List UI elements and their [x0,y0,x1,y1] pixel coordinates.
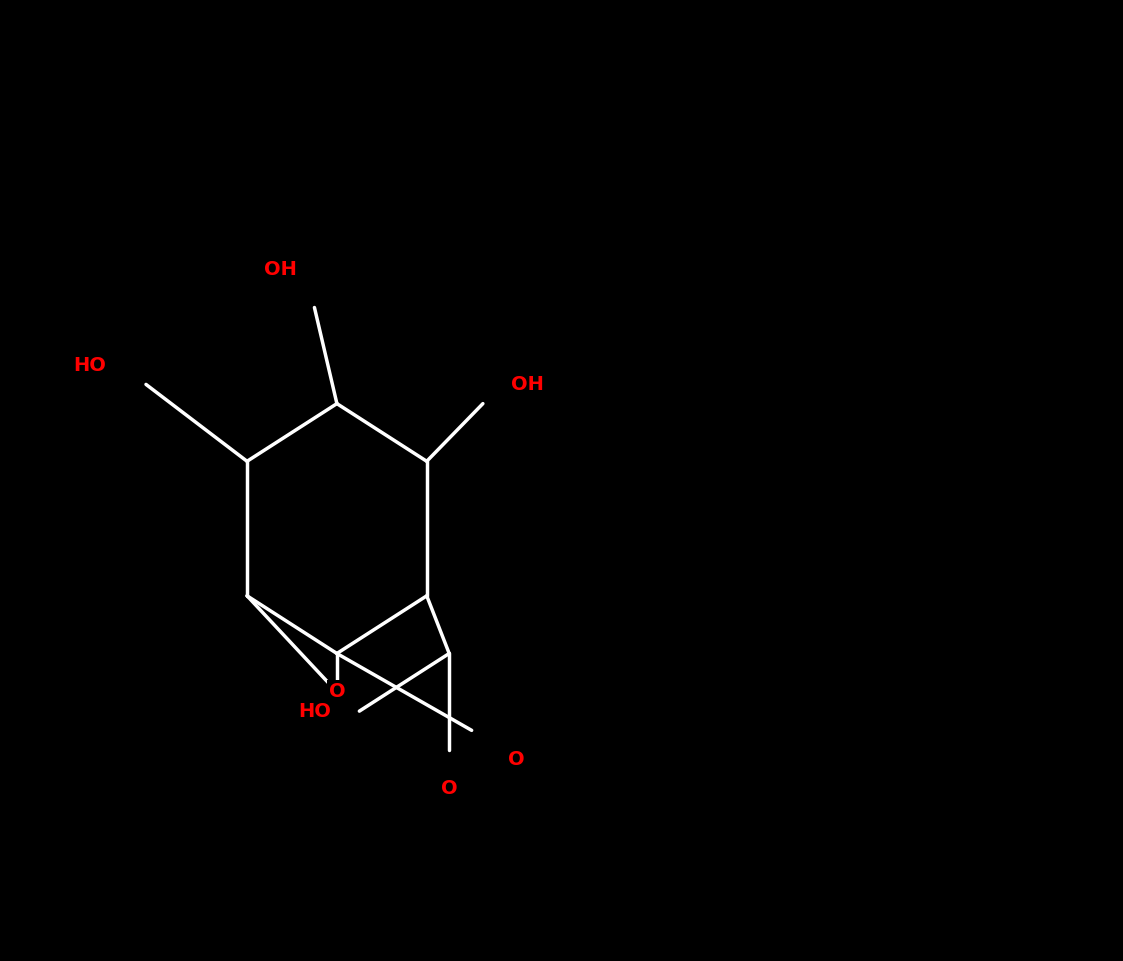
Text: O: O [509,750,524,769]
Text: HO: HO [298,702,331,721]
Text: OH: OH [511,375,545,394]
Text: O: O [329,682,345,702]
Text: O: O [441,778,457,798]
Text: OH: OH [264,259,298,279]
Text: HO: HO [73,356,107,375]
